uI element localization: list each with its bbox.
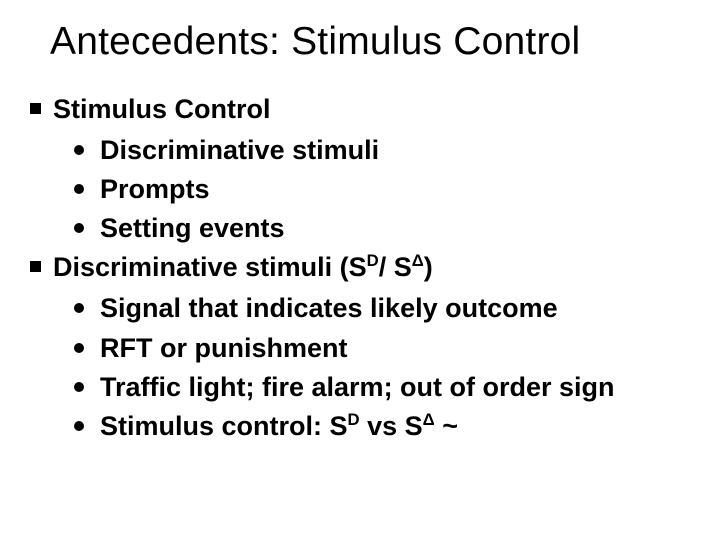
list-subitem-text: Setting events [100,211,285,246]
circle-bullet-icon [74,343,84,353]
square-bullet-icon [30,103,41,114]
list-subitem: Setting events [74,211,702,246]
slide: Antecedents: Stimulus Control Stimulus C… [0,0,720,540]
list-subitem-text: Stimulus control: SD vs SΔ ~ [100,409,458,444]
list-subitem: RFT or punishment [74,331,702,366]
list-subitem-text: Signal that indicates likely outcome [100,291,558,326]
list-item-text: Discriminative stimuli (SD/ SΔ) [53,250,433,285]
list-subitem: Prompts [74,172,702,207]
list-subitem: Traffic light; fire alarm; out of order … [74,370,702,405]
circle-bullet-icon [74,145,84,155]
circle-bullet-icon [74,303,84,313]
list-subitem-text: Prompts [100,172,210,207]
list-item: Discriminative stimuli (SD/ SΔ) [30,250,702,285]
slide-title: Antecedents: Stimulus Control [50,20,702,64]
circle-bullet-icon [74,223,84,233]
list-subitem: Signal that indicates likely outcome [74,291,702,326]
circle-bullet-icon [74,421,84,431]
slide-content: Stimulus Control Discriminative stimuli … [30,92,702,444]
list-item-text: Stimulus Control [53,92,271,127]
list-subitem-text: RFT or punishment [100,331,347,366]
circle-bullet-icon [74,184,84,194]
circle-bullet-icon [74,382,84,392]
list-subitem: Stimulus control: SD vs SΔ ~ [74,409,702,444]
list-subitem-text: Discriminative stimuli [100,133,379,168]
square-bullet-icon [30,261,41,272]
list-subitem: Discriminative stimuli [74,133,702,168]
list-subitem-text: Traffic light; fire alarm; out of order … [100,370,615,405]
list-item: Stimulus Control [30,92,702,127]
